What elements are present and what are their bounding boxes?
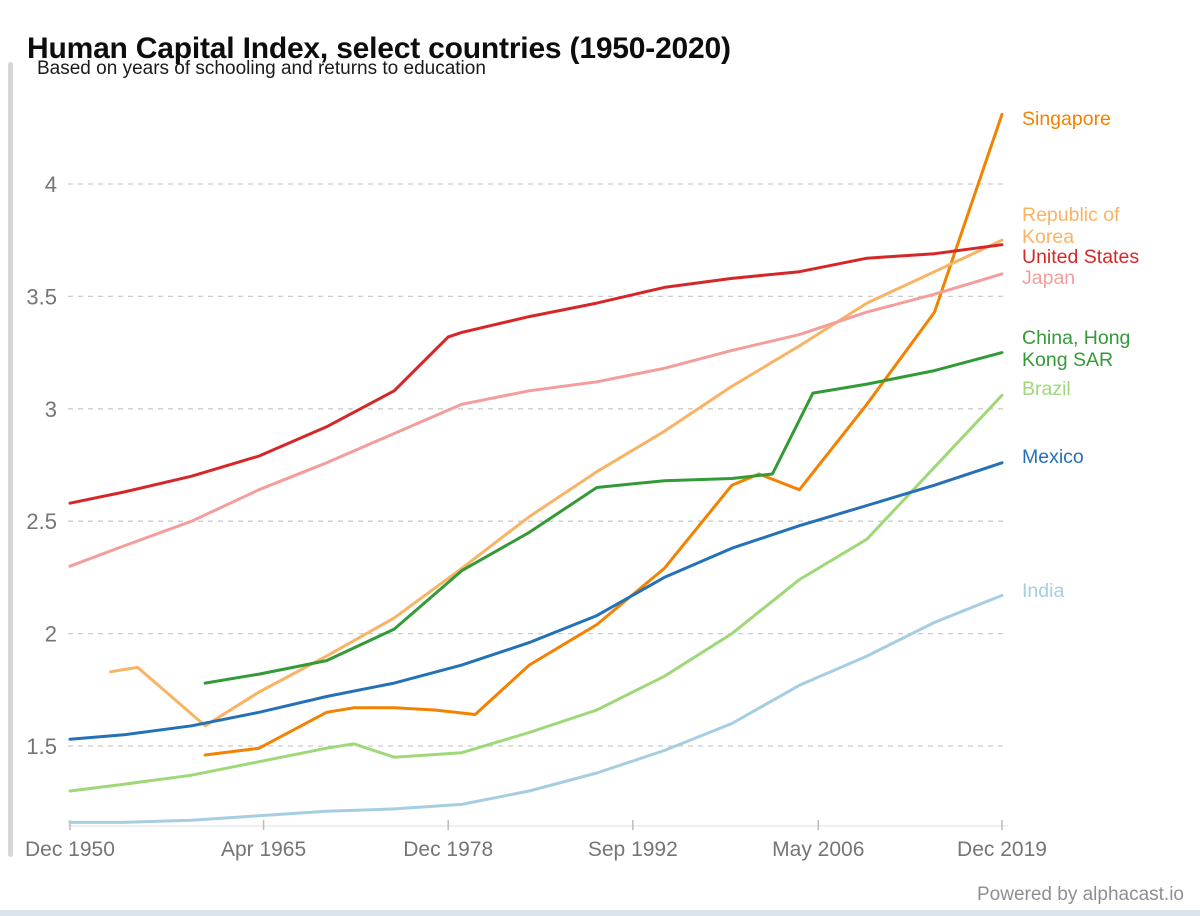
series-line-china-hong-kong-sar — [203, 351, 1004, 685]
legend-label-china-hong-kong-sar: Kong SAR — [1022, 349, 1113, 371]
x-axis-tick-label: Dec 1950 — [25, 838, 115, 861]
powered-by-link[interactable]: Powered by alphacast.io — [976, 884, 1184, 905]
legend-label-republic-of-korea: Korea — [1022, 226, 1074, 248]
legend-label-republic-of-korea: Republic of — [1022, 204, 1120, 226]
page-subtitle: Based on years of schooling and returns … — [37, 58, 486, 79]
legend-label-japan: Japan — [1022, 267, 1075, 289]
x-axis-tick-label: Dec 1978 — [403, 838, 493, 861]
left-edge-strip — [8, 62, 13, 857]
series-line-republic-of-korea — [109, 238, 1004, 728]
page-title: Human Capital Index, select countries (1… — [27, 32, 731, 66]
legend-label-china-hong-kong-sar: China, Hong — [1022, 327, 1130, 349]
legend-label-mexico: Mexico — [1022, 446, 1084, 468]
y-axis-tick-label: 3 — [45, 397, 57, 422]
series-line-singapore — [203, 112, 1004, 757]
x-axis-tick-label: May 2006 — [772, 838, 864, 861]
legend-label-india: India — [1022, 580, 1064, 602]
series-line-india — [68, 593, 1004, 824]
series-line-united-states — [68, 243, 1004, 505]
series-line-brazil — [68, 393, 1004, 793]
series-line-mexico — [68, 461, 1004, 741]
x-axis-tick-label: Apr 1965 — [221, 838, 306, 861]
y-axis-tick-label: 3.5 — [26, 284, 57, 309]
y-axis-tick-label: 2 — [45, 622, 57, 647]
legend-label-brazil: Brazil — [1022, 378, 1071, 400]
y-axis-tick-label: 4 — [45, 172, 57, 197]
y-axis-tick-label: 2.5 — [26, 509, 57, 534]
bottom-accent-bar — [0, 910, 1200, 916]
series-line-japan — [68, 272, 1004, 568]
legend-label-singapore: Singapore — [1022, 108, 1111, 130]
y-axis-tick-label: 1.5 — [26, 734, 57, 759]
x-axis-tick-label: Dec 2019 — [957, 838, 1047, 861]
legend-label-united-states: United States — [1022, 246, 1139, 268]
x-axis-tick-label: Sep 1992 — [588, 838, 678, 861]
